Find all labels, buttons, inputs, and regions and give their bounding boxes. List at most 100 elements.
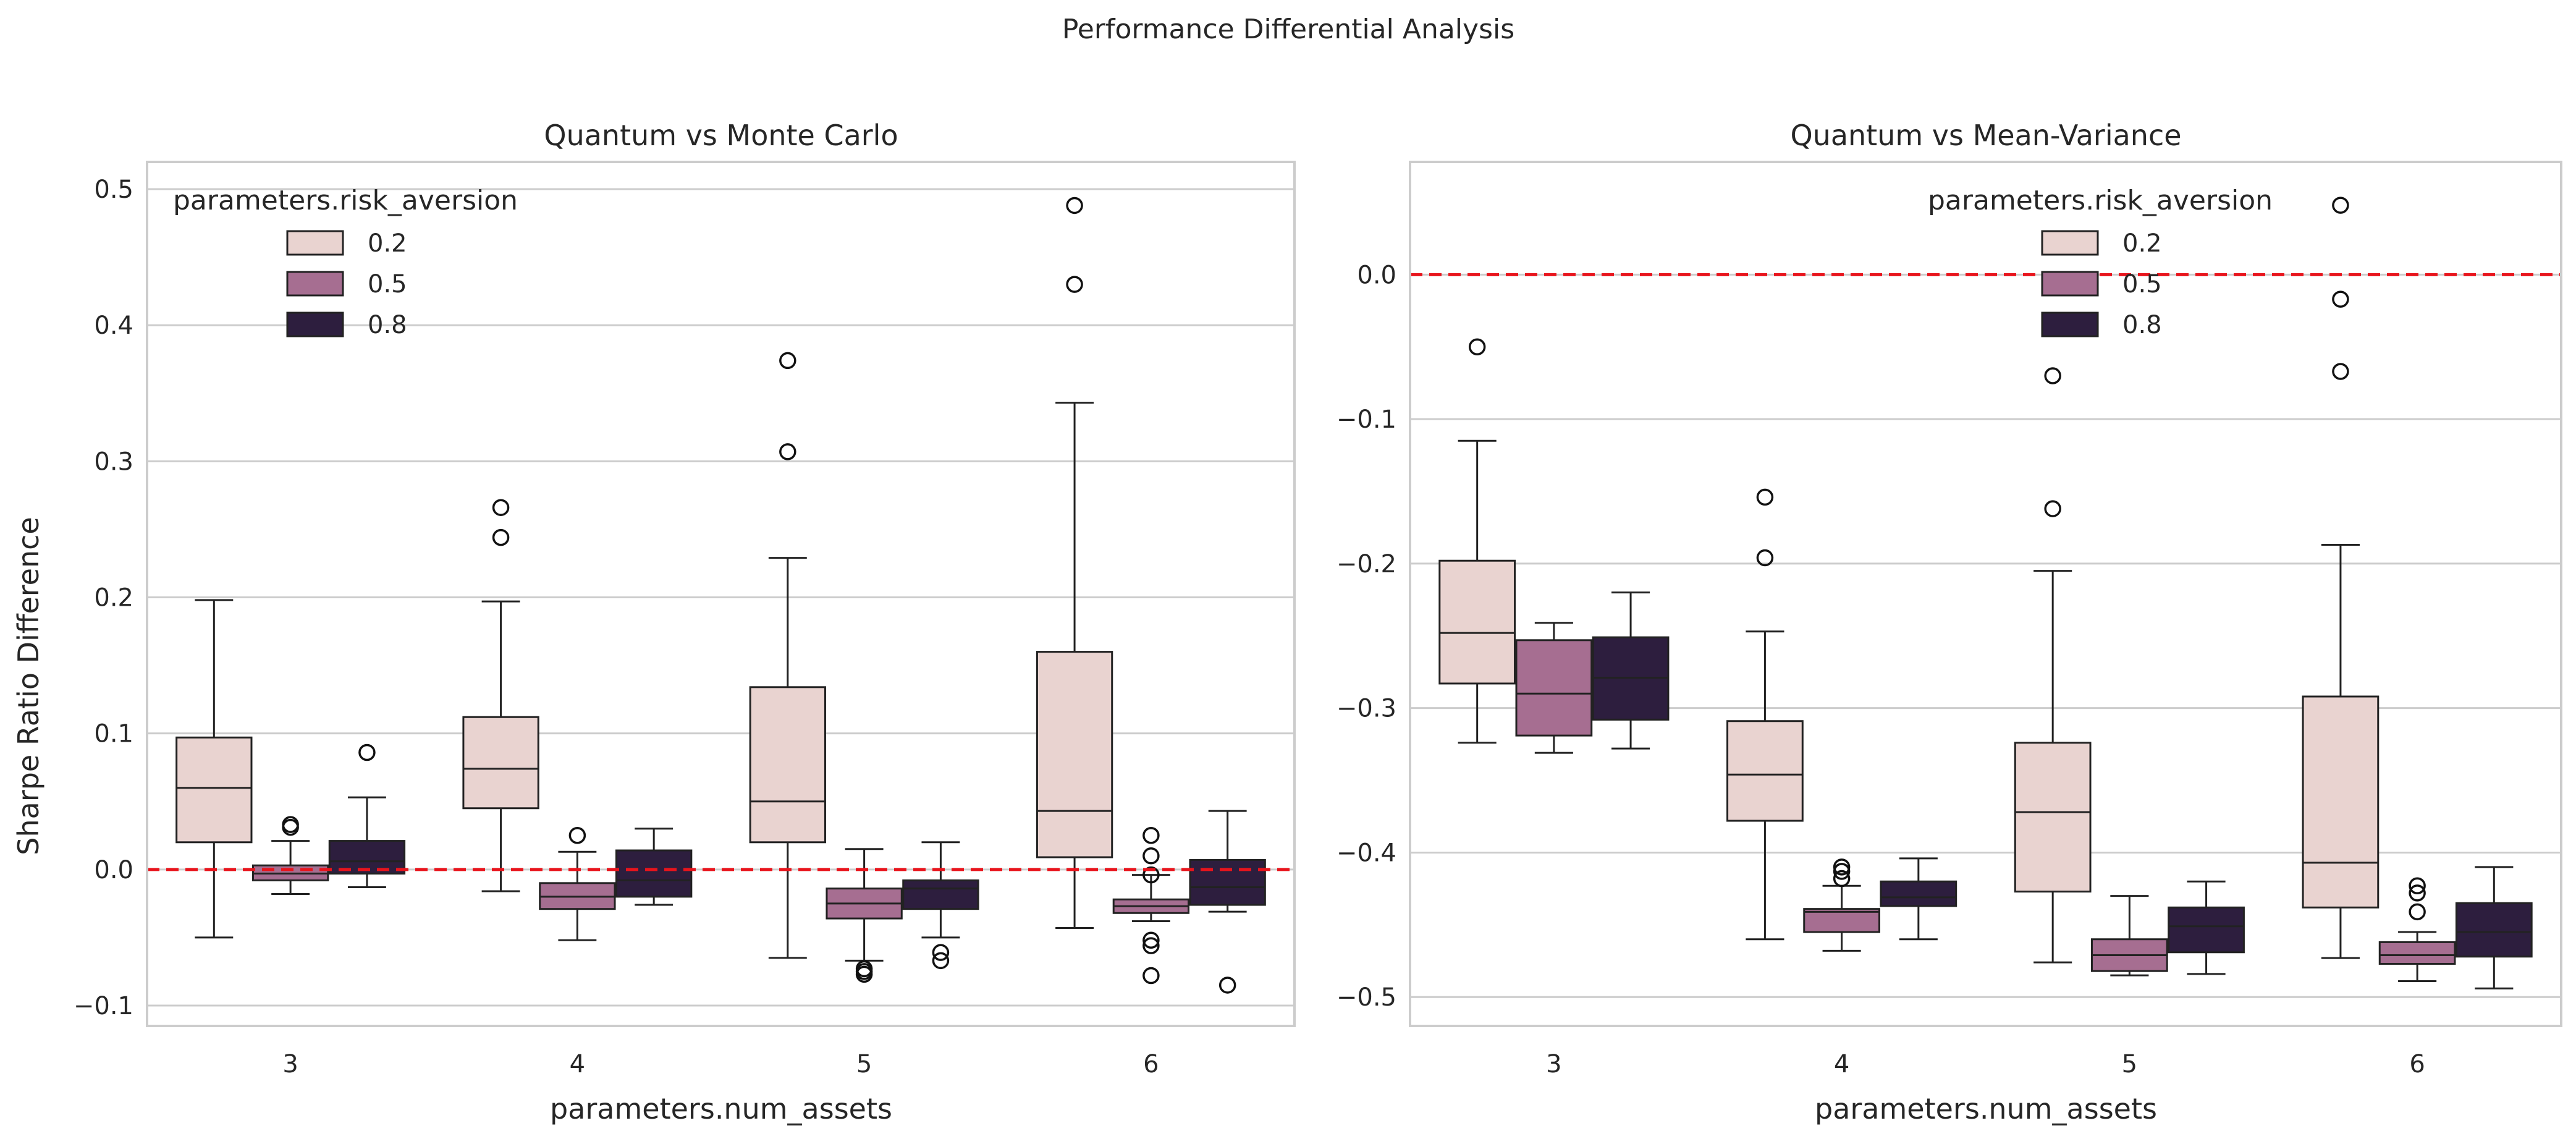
y-tick-label: −0.3	[1337, 695, 1396, 723]
y-tick-label: 0.0	[1357, 261, 1396, 289]
outlier-point	[779, 352, 796, 370]
legend-title: parameters.risk_aversion	[173, 185, 518, 216]
plot-area	[1410, 162, 2561, 1026]
outlier-point	[1756, 488, 1774, 506]
outlier-point	[1142, 827, 1160, 844]
y-tick-label: 0.1	[94, 720, 133, 748]
x-tick-label: 4	[1834, 1050, 1849, 1078]
legend-swatch	[2041, 271, 2099, 297]
box-iqr	[2168, 906, 2245, 954]
box-iqr	[615, 849, 693, 898]
box-iqr	[1726, 720, 1804, 822]
x-axis-label: parameters.num_assets	[550, 1092, 892, 1125]
box-iqr	[1036, 651, 1113, 858]
box-iqr	[1803, 908, 1880, 933]
y-tick-label: 0.3	[94, 447, 133, 476]
outlier-point	[492, 528, 510, 546]
legend-swatch	[286, 230, 344, 256]
outlier-point	[1066, 197, 1083, 214]
box-iqr	[1880, 880, 1957, 907]
outlier-point	[1756, 549, 1774, 567]
outlier-point	[2409, 877, 2426, 894]
box-iqr	[462, 716, 539, 810]
x-tick-label: 3	[282, 1050, 298, 1078]
outlier-point	[932, 952, 950, 970]
outlier-point	[1142, 847, 1160, 865]
outlier-point	[568, 827, 586, 844]
outlier-point	[2332, 197, 2349, 214]
box-iqr	[749, 686, 826, 844]
outlier-point	[932, 944, 950, 961]
box-iqr	[175, 736, 253, 844]
outlier-point	[2044, 367, 2061, 384]
box-iqr	[2014, 742, 2092, 893]
panel-title: Quantum vs Mean-Variance	[1790, 119, 2181, 152]
legend-title: parameters.risk_aversion	[1928, 185, 2273, 216]
legend-swatch	[2041, 311, 2099, 337]
outlier-point	[1142, 967, 1160, 985]
outlier-point	[855, 965, 873, 983]
outlier-point	[2409, 903, 2426, 921]
outlier-point	[1142, 937, 1160, 954]
outlier-point	[1468, 338, 1486, 355]
figure-suptitle: Performance Differential Analysis	[1062, 14, 1514, 45]
outlier-point	[2409, 884, 2426, 902]
box-iqr	[2302, 695, 2380, 909]
outlier-point	[282, 816, 299, 833]
outlier-point	[1218, 977, 1236, 994]
y-tick-label: −0.2	[1337, 550, 1396, 578]
x-tick-label: 4	[570, 1050, 585, 1078]
y-tick-label: −0.1	[74, 992, 133, 1020]
box-iqr	[1189, 858, 1266, 906]
plot-frame	[1409, 161, 2562, 1027]
y-tick-label: 0.2	[94, 584, 133, 612]
legend-swatch	[2041, 230, 2099, 256]
x-tick-label: 3	[1546, 1050, 1561, 1078]
legend-entry-label: 0.8	[368, 311, 407, 339]
x-tick-label: 6	[2409, 1050, 2425, 1078]
box-iqr	[2455, 902, 2533, 958]
outlier-point	[358, 744, 376, 761]
plot-marks: −0.5 −0.4 −0.3 −0.2 −0.1 0.0 3 4 5 6 parameters.ri…	[1337, 161, 2562, 1078]
plot-area	[147, 162, 1294, 1026]
box-iqr	[902, 879, 979, 910]
outlier-point	[1066, 276, 1083, 293]
outlier-point	[492, 499, 510, 516]
legend-entry-label: 0.2	[368, 229, 407, 258]
box-iqr	[2378, 941, 2456, 965]
outlier-point	[1833, 863, 1851, 880]
outlier-point	[1142, 866, 1160, 884]
plot-marks: −0.1 0.0 0.1 0.2 0.3 0.4 0.5 3 4 5 6 parameters.ris…	[74, 161, 1296, 1078]
y-tick-label: 0.0	[94, 856, 133, 884]
x-tick-label: 5	[856, 1050, 872, 1078]
legend-swatch	[286, 311, 344, 337]
box-iqr	[1515, 639, 1593, 737]
box-iqr	[1438, 559, 1516, 685]
x-axis-label: parameters.num_assets	[1815, 1092, 2157, 1125]
outlier-point	[1142, 931, 1160, 949]
y-axis-label: Sharpe Ratio Difference	[12, 517, 45, 855]
plot-frame	[146, 161, 1296, 1027]
y-tick-label: −0.4	[1337, 839, 1396, 867]
legend-entry-label: 0.5	[368, 270, 407, 299]
legend-entry-label: 0.2	[2122, 229, 2162, 258]
x-tick-label: 5	[2122, 1050, 2137, 1078]
outlier-point	[2044, 500, 2061, 517]
outlier-point	[779, 443, 796, 460]
y-tick-label: 0.4	[94, 311, 133, 340]
outlier-point	[2332, 290, 2349, 308]
outlier-point	[1833, 870, 1851, 888]
outlier-point	[1833, 858, 1851, 876]
legend-entry-label: 0.8	[2122, 311, 2162, 339]
panel-quantum-vs-monte-carlo: Quantum vs Monte Carlo parameters.num_as…	[12, 119, 1296, 1125]
outlier-point	[2332, 363, 2349, 380]
legend-swatch	[286, 271, 344, 297]
panel-title: Quantum vs Monte Carlo	[544, 119, 898, 152]
x-tick-label: 6	[1143, 1050, 1159, 1078]
y-tick-label: −0.5	[1337, 983, 1396, 1012]
panel-quantum-vs-mean-variance: Quantum vs Mean-Variance parameters.num_…	[1337, 119, 2562, 1125]
y-tick-label: 0.5	[94, 176, 133, 204]
y-tick-label: −0.1	[1337, 405, 1396, 434]
legend-entry-label: 0.5	[2122, 270, 2162, 299]
